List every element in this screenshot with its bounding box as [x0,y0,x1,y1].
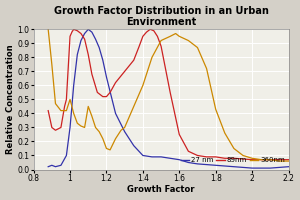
Title: Growth Factor Distribution in an Urban
Environment: Growth Factor Distribution in an Urban E… [54,6,268,27]
X-axis label: Growth Factor: Growth Factor [127,185,195,194]
Y-axis label: Relative Concentration: Relative Concentration [6,45,15,154]
Legend: 27 nm, 89nm, 360nm: 27 nm, 89nm, 360nm [178,154,288,166]
